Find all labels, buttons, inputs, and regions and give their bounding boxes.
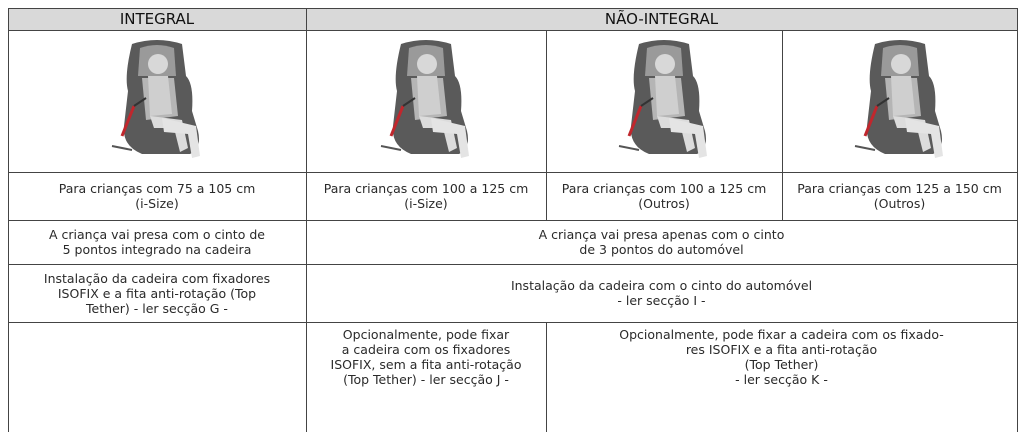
- seat-illustration: [845, 36, 955, 166]
- image-cell: [781, 29, 1018, 173]
- header-cell: INTEGRAL: [7, 7, 307, 31]
- height-cell: Para crianças com 100 a 125 cm (i-Size): [305, 171, 547, 221]
- seat-illustration: [609, 36, 719, 166]
- image-cell: [7, 29, 307, 173]
- installation-cell: Instalação da cadeira com fixadores ISOF…: [7, 263, 307, 323]
- optional-cell: Opcionalmente, pode fixar a cadeira com …: [545, 321, 1018, 432]
- optional-cell: Opcionalmente, pode fixar a cadeira com …: [305, 321, 547, 432]
- image-cell: [545, 29, 783, 173]
- height-cell: Para crianças com 100 a 125 cm (Outros): [545, 171, 783, 221]
- height-cell: Para crianças com 125 a 150 cm (Outros): [781, 171, 1018, 221]
- harness-cell: A criança vai presa apenas com o cinto d…: [305, 219, 1018, 265]
- installation-cell: Instalação da cadeira com o cinto do aut…: [305, 263, 1018, 323]
- harness-cell: A criança vai presa com o cinto de 5 pon…: [7, 219, 307, 265]
- empty-cell: [7, 321, 307, 432]
- header-cell: NÃO-INTEGRAL: [305, 7, 1018, 31]
- seat-illustration: [102, 36, 212, 166]
- seat-illustration: [371, 36, 481, 166]
- image-cell: [305, 29, 547, 173]
- height-cell: Para crianças com 75 a 105 cm (i-Size): [7, 171, 307, 221]
